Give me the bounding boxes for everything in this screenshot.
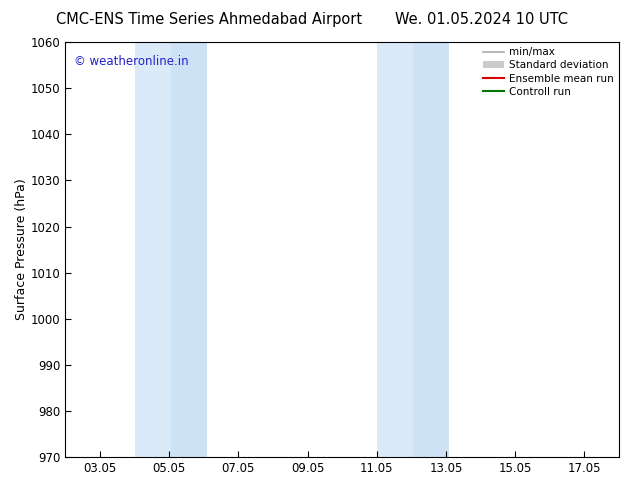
Bar bbox=[413, 42, 450, 457]
Legend: min/max, Standard deviation, Ensemble mean run, Controll run: min/max, Standard deviation, Ensemble me… bbox=[483, 47, 614, 97]
Text: We. 01.05.2024 10 UTC: We. 01.05.2024 10 UTC bbox=[396, 12, 568, 27]
Y-axis label: Surface Pressure (hPa): Surface Pressure (hPa) bbox=[15, 179, 28, 320]
Bar bbox=[377, 42, 413, 457]
Text: © weatheronline.in: © weatheronline.in bbox=[74, 54, 188, 68]
Bar bbox=[134, 42, 171, 457]
Bar bbox=[171, 42, 207, 457]
Text: CMC-ENS Time Series Ahmedabad Airport: CMC-ENS Time Series Ahmedabad Airport bbox=[56, 12, 362, 27]
